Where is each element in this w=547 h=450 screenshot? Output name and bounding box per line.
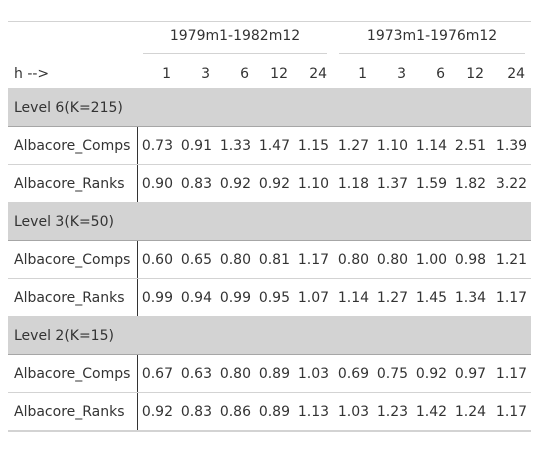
table-cell: 1.34 xyxy=(451,278,491,317)
table-cell: 1.00 xyxy=(412,240,452,279)
table-cell: 0.80 xyxy=(216,240,255,279)
table-cell: 0.89 xyxy=(255,392,294,432)
table-cell: 1.59 xyxy=(412,164,452,203)
period-spanner-1: 1979m1-1982m12 xyxy=(137,21,334,59)
table-cell: 0.99 xyxy=(137,278,177,317)
group-label: Level 3(K=50) xyxy=(8,202,532,241)
table-cell: 0.81 xyxy=(255,240,294,279)
table-cell: 1.42 xyxy=(412,392,452,432)
table-row: Albacore_Ranks 0.90 0.83 0.92 0.92 1.10 1.18 1.… xyxy=(8,164,532,203)
table-cell: 1.10 xyxy=(294,164,334,203)
spanner-header-row: 1979m1-1982m12 1973m1-1976m12 xyxy=(8,21,532,59)
table-cell: 0.65 xyxy=(177,240,216,279)
table-cell: 0.97 xyxy=(451,354,491,393)
table-cell: 0.80 xyxy=(216,354,255,393)
table-cell: 1.03 xyxy=(294,354,334,393)
table-cell: 1.10 xyxy=(373,126,413,165)
row-label: Albacore_Ranks xyxy=(8,392,138,432)
table-cell: 1.23 xyxy=(373,392,413,432)
period-spanner-label: 1979m1-1982m12 xyxy=(143,28,328,54)
table-cell: 0.86 xyxy=(216,392,255,432)
table-row: Albacore_Ranks 0.92 0.83 0.86 0.89 1.13 1.03 1.… xyxy=(8,392,532,432)
table-cell: 1.37 xyxy=(373,164,413,203)
table-cell: 0.99 xyxy=(216,278,255,317)
table-cell: 1.18 xyxy=(333,164,374,203)
table-row: Albacore_Comps 0.60 0.65 0.80 0.81 1.17 0.80 0.… xyxy=(8,240,532,279)
group-label: Level 6(K=215) xyxy=(8,88,532,127)
table-cell: 1.17 xyxy=(490,278,532,317)
table-cell: 1.17 xyxy=(490,392,532,432)
table-cell: 0.94 xyxy=(177,278,216,317)
horizon-header: 24 xyxy=(294,59,334,89)
table-cell: 1.47 xyxy=(255,126,294,165)
horizon-header: 3 xyxy=(177,59,216,89)
table-cell: 1.07 xyxy=(294,278,334,317)
table-cell: 0.91 xyxy=(177,126,216,165)
table-cell: 0.89 xyxy=(255,354,294,393)
table-cell: 0.75 xyxy=(373,354,413,393)
spanner-stub-blank xyxy=(8,21,137,59)
table-cell: 1.24 xyxy=(451,392,491,432)
table-body: Level 6(K=215) Albacore_Comps 0.73 0.91 1.33… xyxy=(8,88,532,432)
table-row: Albacore_Comps 0.67 0.63 0.80 0.89 1.03 0.69 0.… xyxy=(8,354,532,393)
horizon-header: 6 xyxy=(412,59,452,89)
table-cell: 0.98 xyxy=(451,240,491,279)
period-spanner-2: 1973m1-1976m12 xyxy=(333,21,532,59)
column-header-row: h --> 1 3 6 12 24 1 3 6 12 24 xyxy=(8,59,532,89)
table-cell: 0.90 xyxy=(137,164,177,203)
table-cell: 0.95 xyxy=(255,278,294,317)
horizon-header: 6 xyxy=(216,59,255,89)
results-table: 1979m1-1982m12 1973m1-1976m12 h --> 1 3 … xyxy=(8,21,532,432)
table-cell: 1.82 xyxy=(451,164,491,203)
horizon-header: 1 xyxy=(333,59,374,89)
group-row: Level 2(K=15) xyxy=(8,316,532,355)
table-cell: 0.69 xyxy=(333,354,374,393)
table-cell: 0.63 xyxy=(177,354,216,393)
stub-header: h --> xyxy=(8,59,137,89)
table-cell: 1.14 xyxy=(333,278,374,317)
row-label: Albacore_Comps xyxy=(8,240,138,279)
row-label: Albacore_Ranks xyxy=(8,278,138,317)
table-cell: 1.14 xyxy=(412,126,452,165)
table-cell: 1.27 xyxy=(373,278,413,317)
group-row: Level 3(K=50) xyxy=(8,202,532,241)
horizon-header: 12 xyxy=(451,59,491,89)
table-cell: 1.03 xyxy=(333,392,374,432)
table-cell: 0.92 xyxy=(137,392,177,432)
table-cell: 0.83 xyxy=(177,164,216,203)
group-row: Level 6(K=215) xyxy=(8,88,532,127)
horizon-header: 1 xyxy=(137,59,177,89)
table-cell: 1.39 xyxy=(490,126,532,165)
horizon-header: 24 xyxy=(490,59,532,89)
period-spanner-label: 1973m1-1976m12 xyxy=(339,28,526,54)
table-cell: 1.27 xyxy=(333,126,374,165)
table-cell: 0.92 xyxy=(412,354,452,393)
table-cell: 0.67 xyxy=(137,354,177,393)
table-cell: 1.45 xyxy=(412,278,452,317)
table-cell: 0.92 xyxy=(216,164,255,203)
table-cell: 2.51 xyxy=(451,126,491,165)
table-row: Albacore_Comps 0.73 0.91 1.33 1.47 1.15 1.27 1.… xyxy=(8,126,532,165)
row-label: Albacore_Comps xyxy=(8,354,138,393)
table-cell: 1.17 xyxy=(294,240,334,279)
row-label: Albacore_Comps xyxy=(8,126,138,165)
table-cell: 0.60 xyxy=(137,240,177,279)
table-cell: 1.33 xyxy=(216,126,255,165)
table-row: Albacore_Ranks 0.99 0.94 0.99 0.95 1.07 1.14 1.… xyxy=(8,278,532,317)
row-label: Albacore_Ranks xyxy=(8,164,138,203)
group-label: Level 2(K=15) xyxy=(8,316,532,355)
table-cell: 3.22 xyxy=(490,164,532,203)
table-cell: 1.17 xyxy=(490,354,532,393)
table-cell: 0.80 xyxy=(333,240,374,279)
horizon-header: 3 xyxy=(373,59,413,89)
table-cell: 1.15 xyxy=(294,126,334,165)
horizon-header: 12 xyxy=(255,59,294,89)
table-cell: 0.92 xyxy=(255,164,294,203)
table-cell: 0.73 xyxy=(137,126,177,165)
table-cell: 1.13 xyxy=(294,392,334,432)
table-cell: 0.83 xyxy=(177,392,216,432)
table-cell: 1.21 xyxy=(490,240,532,279)
table-cell: 0.80 xyxy=(373,240,413,279)
